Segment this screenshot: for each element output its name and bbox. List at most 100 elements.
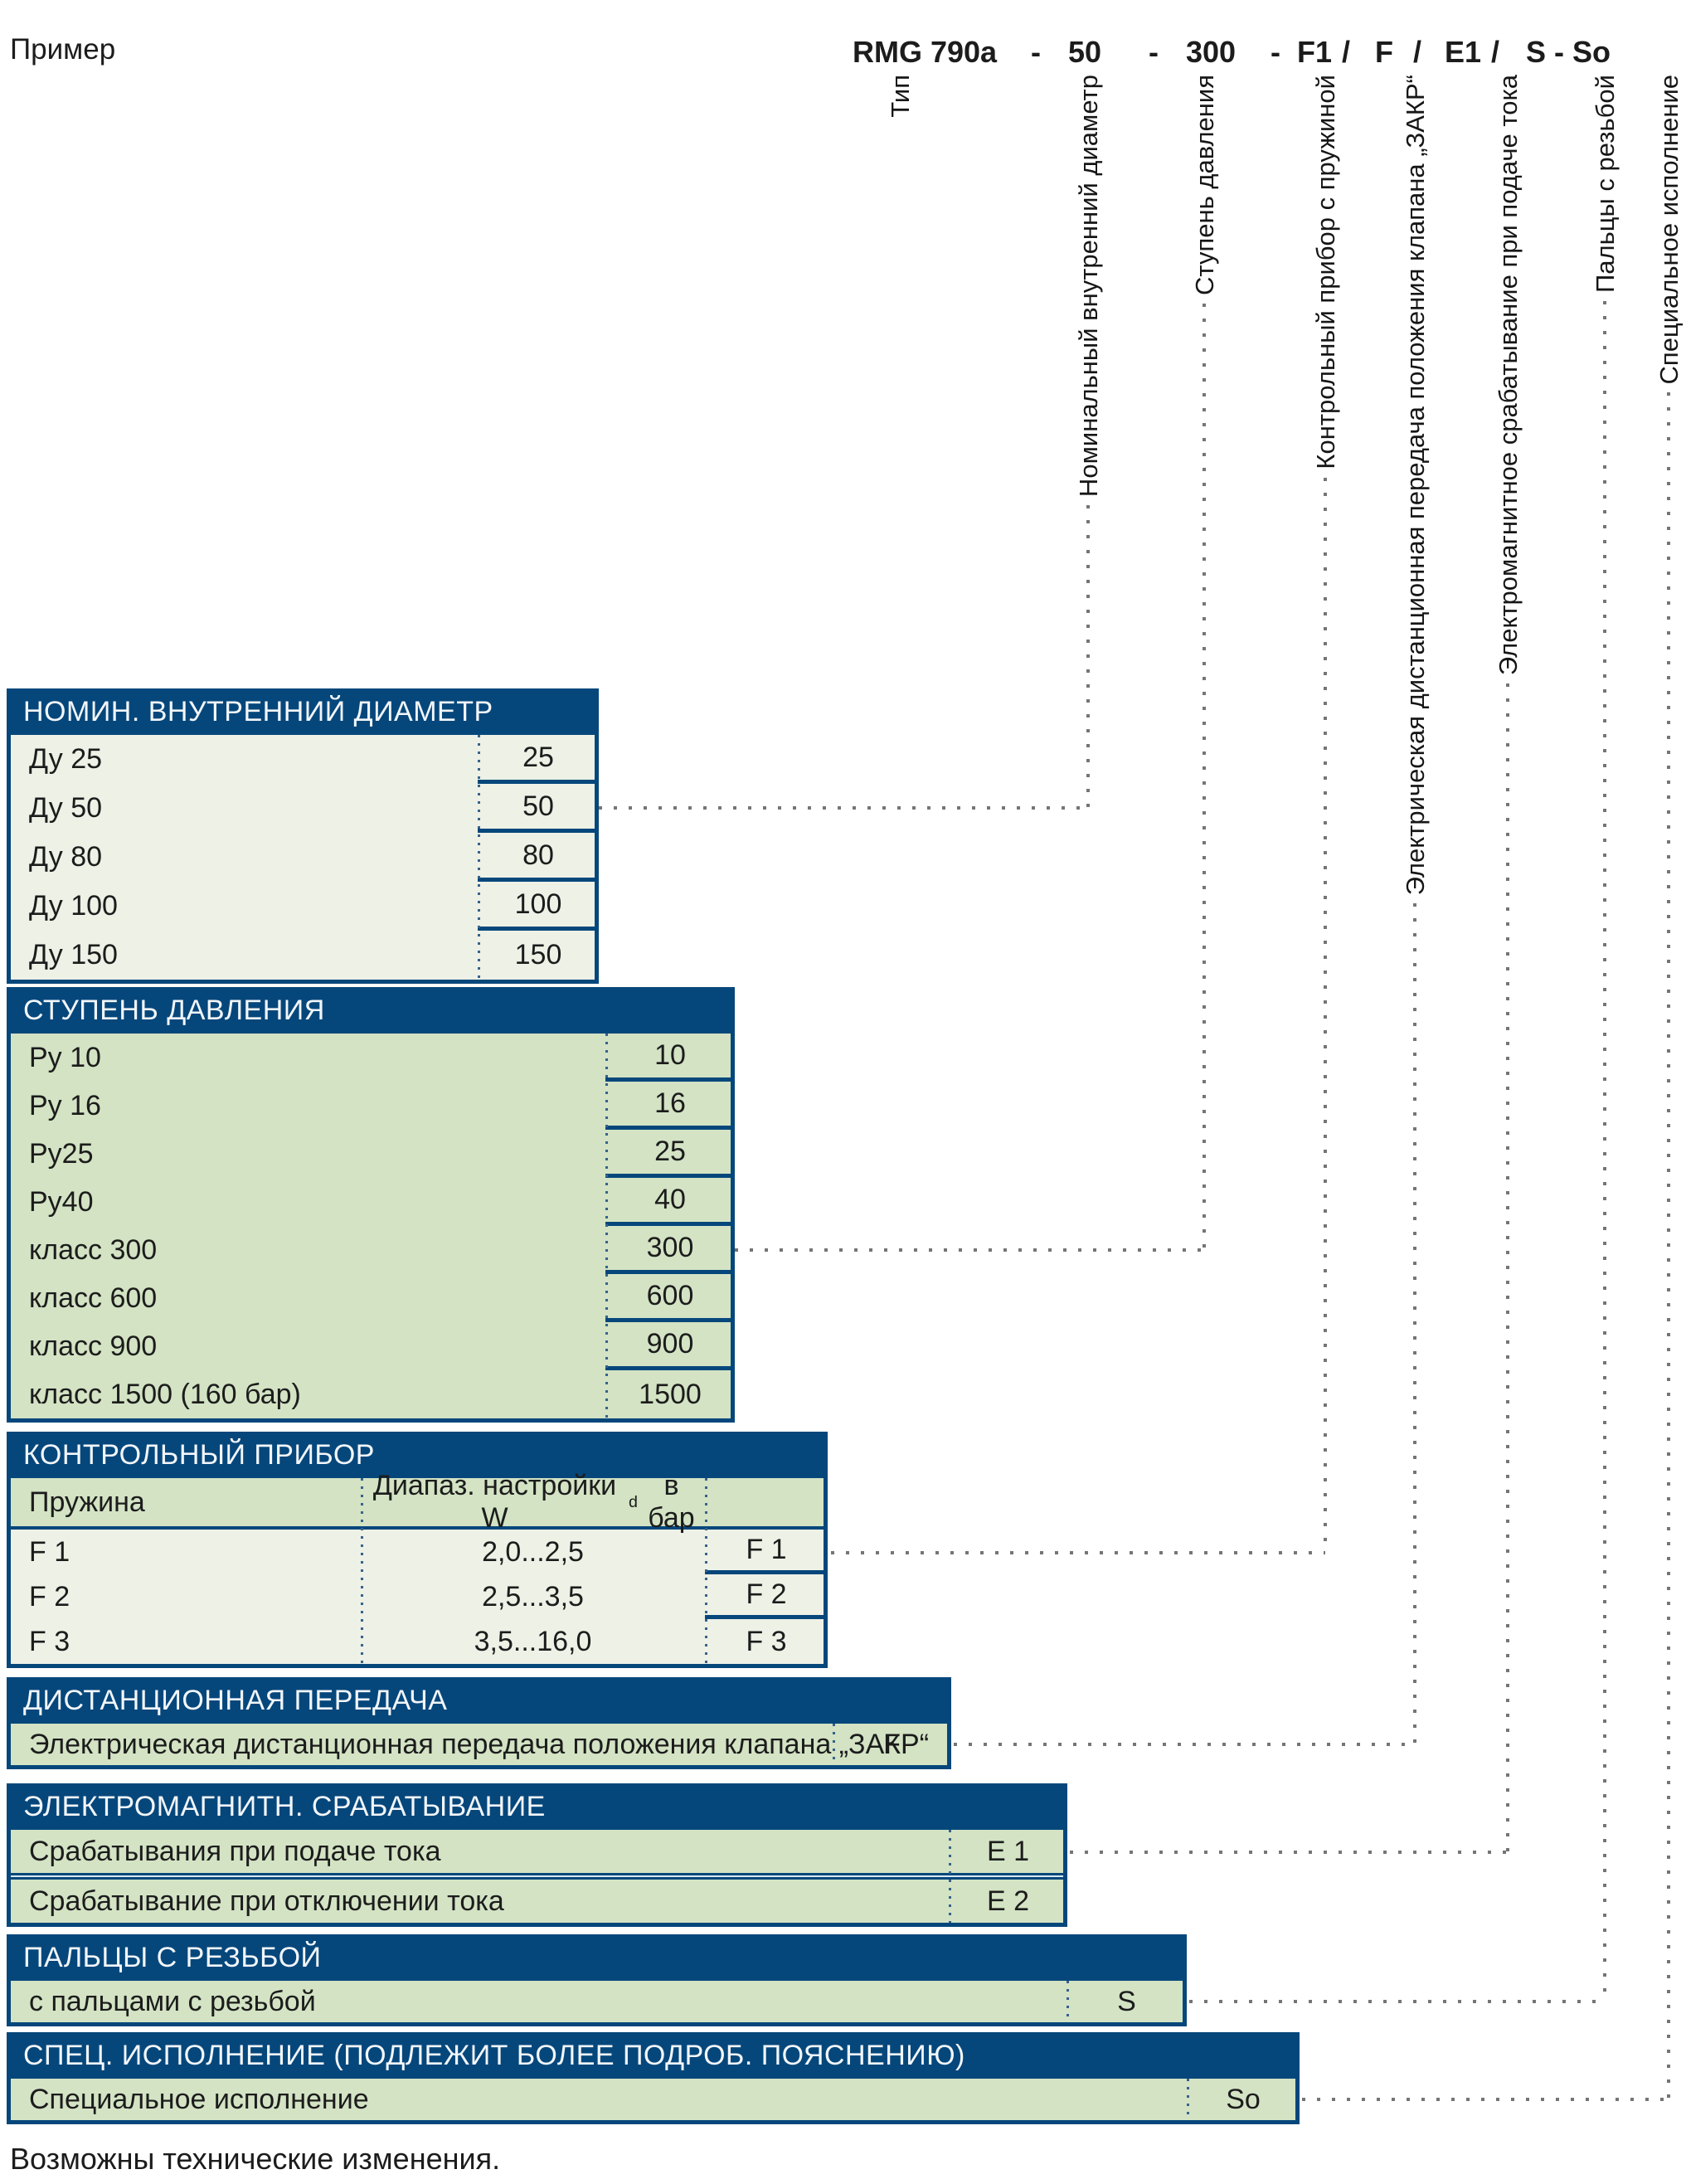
value-cell: 100 xyxy=(478,882,599,931)
table-threaded-pins: ПАЛЬЦЫ С РЕЗЬБОЙ с пальцами с резьбой S xyxy=(7,1934,1187,2026)
code-separator: - xyxy=(1031,35,1041,69)
vertical-label-text: Контрольный прибор с пружиной xyxy=(1310,75,1340,469)
table-row: Электрическая дистанционная передача пол… xyxy=(11,1724,947,1765)
value-cell: So xyxy=(1226,2083,1261,2115)
value-cell: F 1 xyxy=(705,1530,828,1574)
code-separator: - xyxy=(1271,35,1280,69)
value-cell: 600 xyxy=(605,1274,735,1322)
table-solenoid-tripping: ЭЛЕКТРОМАГНИТН. СРАБАТЫВАНИЕ Срабатывани… xyxy=(7,1783,1067,1927)
vertical-label-type: Тип xyxy=(882,75,918,118)
value-cell: S xyxy=(1117,1985,1136,2017)
code-part-solenoid: E1 xyxy=(1445,35,1482,69)
row-label: Специальное исполнение xyxy=(29,2083,369,2115)
column-header-spring: Пружина xyxy=(29,1486,145,1518)
table-row: Ду 80 xyxy=(11,833,595,882)
example-label: Пример xyxy=(10,33,116,66)
row-label: Ду 150 xyxy=(29,939,118,970)
vertical-label-text: Номинальный внутренний диаметр xyxy=(1073,75,1103,498)
section-body: Специальное исполнение So xyxy=(7,2079,1300,2124)
vertical-label-nominal-diameter: Номинальный внутренний диаметр xyxy=(1070,75,1106,808)
dotted-leader-vertical xyxy=(1603,301,1606,2002)
table-control-device: КОНТРОЛЬНЫЙ ПРИБОР Пружина Диапаз. настр… xyxy=(7,1432,828,1668)
dotted-leader-horizontal xyxy=(1302,2098,1669,2101)
table-row: Ду 100 xyxy=(11,882,595,931)
value-cell: 80 xyxy=(478,833,599,882)
code-separator: / xyxy=(1342,35,1351,69)
vertical-label-text: Ступень давления xyxy=(1189,75,1219,295)
value-cell: F 3 xyxy=(746,1625,787,1657)
column-header-text: в бар xyxy=(648,1470,695,1534)
value-column: 10 16 25 40 300 600 900 1500 xyxy=(605,1034,735,1418)
section-body: с пальцами с резьбой S xyxy=(7,1981,1187,2026)
row-label: Срабатывание при отключении тока xyxy=(29,1885,504,1917)
value-cell: 900 xyxy=(605,1322,735,1370)
table-row: класс 300 xyxy=(11,1226,731,1274)
value-column: F xyxy=(833,1724,951,1765)
value-cell: 25 xyxy=(605,1130,735,1178)
dotted-leader-vertical xyxy=(1413,903,1416,1744)
row-label: Срабатывания при подаче тока xyxy=(29,1835,441,1867)
table-nominal-inner-diameter: НОМИН. ВНУТРЕННИЙ ДИАМЕТР Ду 25 Ду 50 Ду… xyxy=(7,688,599,984)
dotted-leader-horizontal xyxy=(954,1743,1415,1746)
code-separator: / xyxy=(1491,35,1500,69)
dotted-leader-horizontal xyxy=(1189,2000,1605,2003)
value-cell-gap xyxy=(949,1873,1067,1880)
row-separator xyxy=(11,1873,1063,1880)
value-cell: 50 xyxy=(478,784,599,833)
section-header: КОНТРОЛЬНЫЙ ПРИБОР xyxy=(7,1432,828,1478)
vertical-label-solenoid-tripping: Электромагнитное срабатывание при подаче… xyxy=(1489,75,1526,1852)
code-part-diameter: 50 xyxy=(1068,35,1102,69)
table-remote-transmission: ДИСТАНЦИОННАЯ ПЕРЕДАЧА Электрическая дис… xyxy=(7,1677,951,1769)
section-body: Ду 25 Ду 50 Ду 80 Ду 100 Ду 150 25 50 80… xyxy=(7,735,599,984)
table-row: F 1 2,0...2,5 xyxy=(11,1530,824,1574)
table-row: Срабатывания при подаче тока xyxy=(11,1830,1063,1873)
row-label: F 2 xyxy=(29,1580,70,1612)
row-label: Ру 16 xyxy=(29,1089,101,1121)
value-cell: 10 xyxy=(605,1034,735,1082)
row-range: 3,5...16,0 xyxy=(474,1625,592,1657)
value-column: 25 50 80 100 150 xyxy=(478,735,599,980)
vertical-label-special-version: Специальное исполнение xyxy=(1650,75,1686,2099)
value-cell: 16 xyxy=(605,1082,735,1130)
row-label: Ду 100 xyxy=(29,890,118,922)
value-column: S xyxy=(1067,1981,1187,2022)
value-cell: 1500 xyxy=(639,1378,702,1410)
section-header: ЭЛЕКТРОМАГНИТН. СРАБАТЫВАНИЕ xyxy=(7,1783,1067,1830)
value-cell: E 2 xyxy=(986,1885,1030,1917)
row-label: Ду 25 xyxy=(29,743,103,775)
table-row: класс 900 xyxy=(11,1322,731,1370)
value-column: E 1 E 2 xyxy=(949,1830,1067,1923)
row-label: класс 900 xyxy=(29,1330,158,1362)
table-row: Специальное исполнение xyxy=(11,2079,1295,2120)
column-divider-dotted xyxy=(361,1478,363,1664)
table-row: Ду 150 xyxy=(11,931,595,980)
vertical-label-text: Пальцы с резьбой xyxy=(1590,75,1620,294)
section-header: ДИСТАНЦИОННАЯ ПЕРЕДАЧА xyxy=(7,1677,951,1724)
column-header-text: Диапаз. настройки W xyxy=(372,1470,617,1534)
dotted-leader-horizontal xyxy=(1070,1851,1508,1854)
row-label: класс 600 xyxy=(29,1282,158,1314)
vertical-label-text: Специальное исполнение xyxy=(1654,75,1684,385)
row-label: F 1 xyxy=(29,1535,70,1568)
table-row: F 3 3,5...16,0 xyxy=(11,1619,824,1664)
code-separator: / xyxy=(1413,35,1422,69)
table-row: Ду 25 xyxy=(11,735,595,784)
vertical-label-text: Тип xyxy=(885,75,915,118)
row-label: Ру25 xyxy=(29,1137,94,1170)
vertical-label-pressure-stage: Ступень давления xyxy=(1186,75,1222,1250)
row-label: класс 300 xyxy=(29,1233,158,1266)
dotted-leader-vertical xyxy=(1203,303,1206,1250)
dotted-leader-vertical xyxy=(1667,392,1670,2099)
table-row: F 2 2,5...3,5 xyxy=(11,1574,824,1619)
value-cell: 25 xyxy=(478,735,599,784)
value-cell: F 2 xyxy=(705,1574,828,1619)
code-part-pressure: 300 xyxy=(1186,35,1237,69)
value-cell: F xyxy=(883,1728,901,1760)
value-cell: 150 xyxy=(514,939,562,970)
code-separator: - xyxy=(1149,35,1159,69)
table-row: Ру 16 xyxy=(11,1082,731,1130)
